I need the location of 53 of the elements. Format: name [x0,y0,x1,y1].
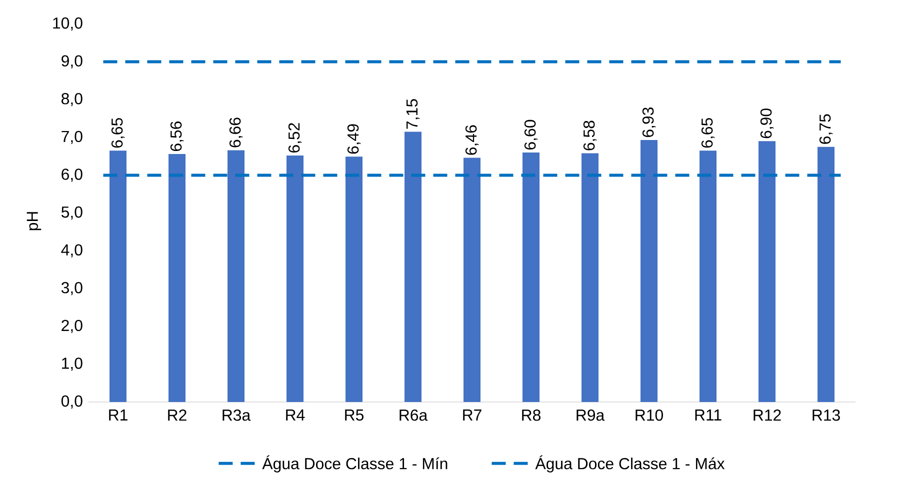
y-tick-label: 9,0 [62,55,82,68]
bar [818,146,835,402]
data-label: 6,49 [347,124,361,154]
data-label: 6,75 [819,114,833,144]
legend-label: Água Doce Classe 1 - Máx [535,455,725,472]
y-tick-label: 0,0 [61,395,82,409]
y-tick-label: 10,0 [53,17,82,31]
bar [640,140,658,402]
data-label: 7,15 [406,99,420,129]
data-label: 6,46 [465,125,479,155]
x-tick-label: R1 [109,410,128,420]
y-tick-label: 2,0 [62,320,82,333]
x-tick-label: R10 [636,410,663,421]
data-label: 6,60 [524,120,538,150]
x-tick-label: R7 [463,410,482,420]
data-label: 6,58 [583,120,597,150]
x-tick-label: R5 [345,410,364,421]
y-tick-label: 7,0 [62,130,82,144]
y-tick-label: 4,0 [61,244,82,258]
x-tick-label: R2 [168,410,186,421]
y-tick-label: 3,0 [61,282,82,296]
bar [286,156,304,402]
legend-label: Água Doce Classe 1 - Mín [262,455,448,472]
bar [110,150,126,402]
x-tick-label: R4 [286,410,305,420]
x-tick-label: R6a [400,410,428,421]
data-label: 6,56 [170,122,184,152]
y-axis-title: pH [26,212,42,230]
bar [168,154,186,402]
bar [582,153,599,402]
x-tick-label: R8 [522,410,540,421]
bar [700,150,717,402]
x-tick-label: R11 [695,410,722,420]
data-label: 6,65 [111,118,125,148]
x-tick-label: R13 [812,410,840,421]
bar [228,150,245,402]
y-tick-label: 5,0 [61,206,82,220]
x-tick-label: R12 [754,410,781,421]
bar [404,132,422,402]
data-label: 6,65 [701,118,715,148]
x-tick-label: R9a [576,410,605,421]
data-label: 6,93 [642,108,656,138]
bar [758,141,776,402]
y-tick-label: 6,0 [62,168,82,182]
x-tick-label: R3a [222,410,251,421]
y-tick-label: 1,0 [62,358,82,371]
data-label: 6,52 [288,123,302,153]
data-label: 6,90 [760,108,774,138]
bar [346,156,363,402]
y-tick-label: 8,0 [62,93,82,106]
bar [464,158,481,402]
data-label: 6,66 [229,118,243,148]
bar [522,152,540,402]
